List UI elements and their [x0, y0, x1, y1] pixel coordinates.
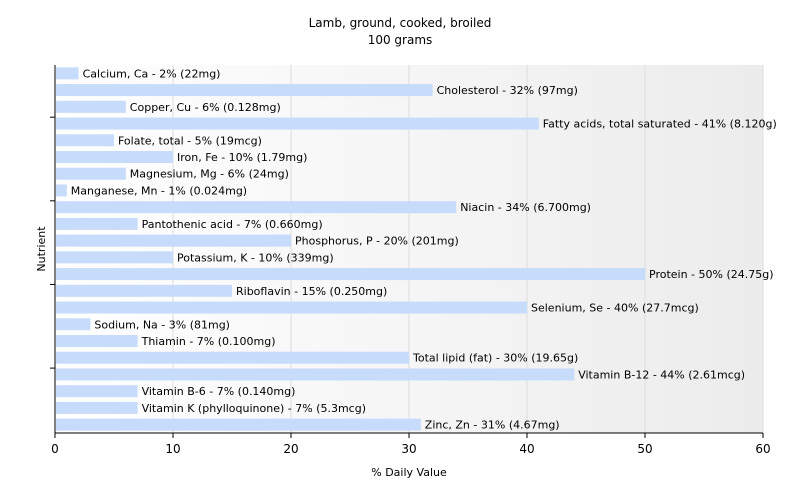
bar [56, 301, 527, 314]
x-tick-label: 30 [401, 442, 416, 456]
bar [56, 251, 173, 264]
x-axis-title: % Daily Value [371, 466, 447, 479]
x-tick-label: 50 [637, 442, 652, 456]
bar-label: Protein - 50% (24.75g) [649, 268, 774, 281]
x-tick-label: 40 [519, 442, 534, 456]
bar-label: Vitamin B-6 - 7% (0.140mg) [142, 385, 296, 398]
bar-label: Copper, Cu - 6% (0.128mg) [130, 101, 281, 114]
bar-label: Fatty acids, total saturated - 41% (8.12… [543, 118, 777, 131]
bar-label: Iron, Fe - 10% (1.79mg) [177, 151, 307, 164]
bar [56, 134, 114, 147]
bars: Calcium, Ca - 2% (22mg) Cholesterol - 32%… [56, 67, 777, 432]
bar [56, 201, 457, 214]
bar-label: Niacin - 34% (6.700mg) [460, 201, 591, 214]
bar-label: Vitamin B-12 - 44% (2.61mcg) [578, 368, 745, 381]
bar [56, 151, 173, 163]
bar [56, 217, 138, 230]
x-ticks: 0 10 20 30 40 50 60 [50, 116, 771, 456]
bar-label: Vitamin K (phylloquinone) - 7% (5.3mcg) [142, 402, 366, 415]
chart-title: Lamb, ground, cooked, broiled [309, 16, 492, 30]
bar [56, 318, 91, 331]
bar-label: Folate, total - 5% (19mcg) [118, 134, 262, 147]
bar [56, 418, 421, 431]
x-tick-label: 60 [755, 442, 770, 456]
bar-label: Thiamin - 7% (0.100mg) [141, 335, 276, 348]
bar [56, 117, 539, 130]
bar-label: Total lipid (fat) - 30% (19.65g) [412, 352, 578, 365]
bar-label: Zinc, Zn - 31% (4.67mg) [425, 419, 560, 432]
bar-label: Sodium, Na - 3% (81mg) [94, 318, 230, 331]
bar [56, 167, 126, 180]
x-tick-label: 10 [165, 442, 180, 456]
bar [56, 351, 409, 364]
bar [56, 368, 575, 381]
bar [56, 234, 291, 247]
bar-label: Manganese, Mn - 1% (0.024mg) [71, 184, 247, 197]
x-tick-label: 20 [283, 442, 298, 456]
bar [56, 335, 138, 347]
bar-label: Pantothenic acid - 7% (0.660mg) [142, 218, 323, 231]
x-tick-label: 0 [51, 442, 59, 456]
bar [56, 385, 138, 398]
bar [56, 401, 138, 414]
bar-label: Calcium, Ca - 2% (22mg) [83, 67, 221, 80]
bar [56, 67, 79, 80]
bar-label: Magnesium, Mg - 6% (24mg) [130, 168, 289, 181]
bar-label: Phosphorus, P - 20% (201mg) [295, 235, 459, 248]
bar [56, 284, 232, 297]
bar-label: Potassium, K - 10% (339mg) [177, 251, 334, 264]
bar [56, 268, 645, 281]
bar-label: Selenium, Se - 40% (27.7mcg) [531, 302, 699, 315]
chart-subtitle: 100 grams [368, 33, 433, 47]
bar [56, 100, 126, 113]
bar [56, 84, 433, 97]
bar-label: Riboflavin - 15% (0.250mg) [236, 285, 387, 298]
y-axis-title: Nutrient [35, 226, 48, 272]
bar [56, 184, 67, 197]
bar-label: Cholesterol - 32% (97mg) [437, 84, 578, 97]
